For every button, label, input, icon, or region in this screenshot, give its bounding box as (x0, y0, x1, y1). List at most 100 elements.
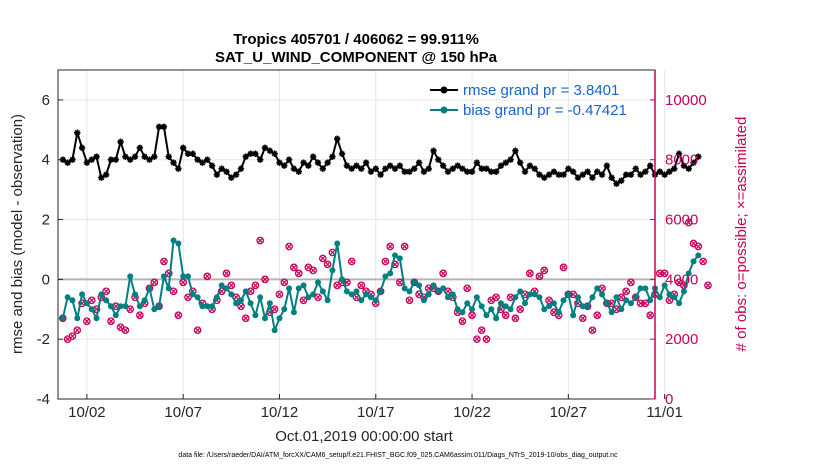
bias-point (377, 288, 384, 295)
bias-point (136, 303, 143, 310)
rmse-point (127, 156, 134, 163)
bias-point (363, 291, 370, 298)
bias-point (502, 303, 509, 310)
rmse-point (257, 156, 264, 163)
bias-point (454, 306, 461, 313)
obs-assimilated-point (69, 333, 76, 339)
x-tick-label: 10/12 (261, 404, 299, 421)
obs-possible-point (660, 269, 669, 278)
rmse-point (309, 153, 317, 160)
y-tick-label: 6 (42, 92, 50, 109)
bias-point (608, 309, 615, 316)
obs-possible-point (107, 317, 115, 326)
rmse-point (107, 156, 115, 163)
rmse-point (473, 159, 481, 166)
bias-point (599, 291, 606, 298)
rmse-point (228, 174, 235, 181)
obs-assimilated-point (546, 297, 552, 303)
obs-assimilated-point (517, 306, 523, 312)
bias-point (584, 303, 591, 310)
rmse-point (266, 147, 274, 154)
rmse-point (603, 162, 611, 169)
bias-point (512, 294, 519, 301)
obs-assimilated-point (527, 270, 533, 277)
bias-point (74, 315, 81, 322)
rmse-point (574, 174, 582, 181)
rmse-point (208, 162, 216, 169)
bias-point (464, 300, 471, 307)
x-tick-label: 10/27 (550, 404, 588, 421)
obs-assimilated-point (570, 291, 576, 297)
rmse-point (420, 168, 428, 175)
obs-possible-point (593, 311, 602, 320)
obs-possible-point (280, 278, 289, 287)
obs-assimilated-point (180, 279, 186, 285)
legend: rmse grand pr = 3.8401 bias grand pr = -… (430, 82, 627, 119)
obs-assimilated-point (676, 279, 682, 285)
bias-point (642, 285, 649, 292)
rmse-point (646, 162, 654, 169)
rmse-point (372, 165, 379, 172)
bias-point (146, 285, 153, 292)
bias-point (300, 282, 307, 289)
obs-assimilated-point (642, 300, 648, 306)
obs-possible-point (251, 281, 260, 290)
rmse-point (223, 168, 230, 175)
obs-assimilated-point (310, 267, 316, 274)
bias-point (209, 303, 216, 310)
obs-assimilated-point (695, 243, 701, 250)
x-tick-label: 10/22 (453, 404, 491, 421)
obs-possible-point (261, 275, 269, 284)
obs-assimilated-point (493, 294, 499, 300)
rmse-point (690, 159, 697, 166)
bias-point (483, 312, 490, 319)
rmse-point (695, 153, 702, 160)
bias-point (623, 297, 630, 304)
obs-assimilated-point (483, 336, 490, 342)
rmse-point (435, 156, 442, 163)
rmse-point (632, 165, 639, 172)
obs-assimilated-point (170, 288, 177, 294)
bias-point (536, 294, 543, 301)
bias-point (637, 285, 644, 292)
rmse-point (555, 171, 562, 178)
bias-point (348, 291, 355, 298)
obs-possible-point (256, 236, 265, 245)
obs-assimilated-point (175, 312, 181, 318)
rmse-point (449, 165, 456, 172)
rmse-point (276, 159, 283, 166)
obs-possible-point (655, 269, 664, 278)
obs-assimilated-point (161, 258, 167, 265)
rmse-point (550, 168, 558, 175)
bias-point (666, 291, 673, 298)
bias-point (435, 288, 442, 295)
rmse-point (545, 171, 553, 178)
rmse-point (622, 171, 630, 178)
obs-assimilated-point (65, 336, 71, 342)
bias-point (387, 270, 394, 277)
rmse-point (613, 180, 620, 187)
legend-bias-label: bias grand pr = -0.47421 (463, 102, 627, 119)
bias-point (184, 273, 191, 280)
bias-point (127, 273, 134, 280)
obs-assimilated-point (84, 318, 90, 324)
y-tick-label: -2 (37, 331, 50, 348)
bias-point (339, 276, 346, 283)
legend-rmse-marker (440, 86, 448, 94)
bias-point (175, 240, 182, 247)
obs-assimilated-point (459, 318, 466, 324)
bias-point (141, 297, 148, 304)
obs-assimilated-point (252, 282, 259, 288)
bias-point (676, 300, 683, 307)
bias-point (589, 294, 596, 301)
bias-point (647, 297, 654, 304)
rmse-point (252, 150, 259, 157)
obs-possible-point (73, 326, 82, 335)
rmse-point (204, 156, 211, 163)
y-right-tick-label: 2000 (665, 331, 698, 348)
obs-assimilated-point (594, 312, 600, 318)
obs-assimilated-point (469, 312, 475, 318)
bias-point (444, 294, 451, 301)
x-axis-label: Oct.01,2019 00:00:00 start (275, 428, 453, 445)
